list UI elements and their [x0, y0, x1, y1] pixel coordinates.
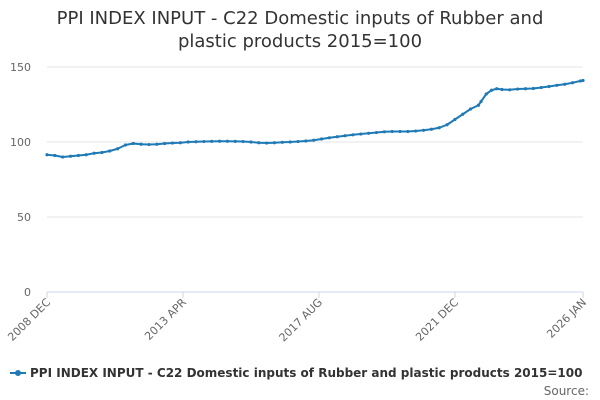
data-point[interactable] — [280, 140, 284, 144]
data-point[interactable] — [508, 88, 512, 92]
x-tick-label: 2021 DEC — [413, 296, 461, 344]
data-point[interactable] — [186, 140, 190, 144]
data-point[interactable] — [500, 87, 504, 92]
data-point[interactable] — [68, 154, 73, 158]
legend-dot-marker — [15, 370, 21, 376]
plot-area — [45, 78, 585, 159]
data-point[interactable] — [312, 138, 316, 142]
data-point[interactable] — [76, 153, 80, 158]
data-point[interactable] — [170, 141, 175, 145]
data-point[interactable] — [265, 141, 269, 145]
data-point[interactable] — [343, 134, 347, 138]
data-point[interactable] — [319, 137, 324, 141]
data-point[interactable] — [108, 149, 112, 153]
data-point[interactable] — [495, 87, 499, 91]
data-point[interactable] — [272, 141, 277, 145]
data-point[interactable] — [123, 143, 128, 147]
data-point[interactable] — [468, 107, 473, 111]
x-tick-label: 2008 DEC — [5, 296, 53, 344]
data-point[interactable] — [367, 131, 371, 135]
y-tick-label: 150 — [10, 61, 31, 74]
source-label: Source: — [544, 384, 589, 398]
data-point[interactable] — [374, 130, 379, 135]
data-point[interactable] — [147, 142, 151, 147]
x-tick-label: 2026 JAN — [544, 296, 589, 341]
data-point[interactable] — [225, 139, 230, 143]
y-tick-label: 100 — [10, 136, 31, 149]
data-point[interactable] — [92, 151, 96, 155]
data-point[interactable] — [539, 85, 543, 90]
data-point[interactable] — [398, 129, 402, 134]
data-point[interactable] — [335, 135, 339, 139]
data-point[interactable] — [61, 155, 65, 159]
data-point[interactable] — [84, 153, 88, 157]
data-point[interactable] — [116, 147, 120, 151]
data-point[interactable] — [351, 133, 355, 137]
data-point[interactable] — [241, 139, 245, 144]
legend-item-label: PPI INDEX INPUT - C22 Domestic inputs of… — [30, 366, 582, 380]
data-point[interactable] — [249, 140, 253, 144]
data-point[interactable] — [304, 139, 308, 143]
data-point[interactable] — [178, 141, 182, 145]
data-point[interactable] — [327, 136, 331, 140]
data-point[interactable] — [382, 130, 386, 134]
data-point[interactable] — [210, 139, 214, 143]
data-point[interactable] — [194, 140, 198, 144]
data-point[interactable] — [523, 87, 528, 91]
x-axis: 2008 DEC 2013 APR 2017 AUG 2021 DEC 2026 JAN — [5, 291, 589, 345]
data-point[interactable] — [163, 141, 167, 146]
data-point[interactable] — [131, 141, 135, 146]
y-axis: 0 50 100 150 — [10, 61, 31, 299]
data-point[interactable] — [484, 92, 488, 96]
grid-lines — [47, 66, 583, 218]
data-point[interactable] — [461, 112, 465, 116]
data-point[interactable] — [414, 129, 418, 133]
data-point[interactable] — [476, 103, 481, 107]
data-point[interactable] — [288, 140, 292, 144]
x-tick-label: 2017 AUG — [277, 296, 326, 345]
data-point[interactable] — [53, 153, 57, 158]
data-point[interactable] — [429, 127, 433, 131]
data-point[interactable] — [489, 88, 494, 92]
data-point[interactable] — [202, 139, 206, 144]
data-point[interactable] — [437, 126, 441, 130]
data-point[interactable] — [406, 129, 410, 134]
data-point[interactable] — [45, 153, 49, 157]
data-point[interactable] — [445, 123, 449, 127]
data-point[interactable] — [359, 132, 363, 136]
x-tick-label: 2013 APR — [142, 296, 189, 343]
data-point[interactable] — [155, 142, 159, 146]
data-point[interactable] — [139, 142, 143, 146]
data-point[interactable] — [516, 87, 520, 91]
data-point[interactable] — [581, 78, 585, 83]
data-point[interactable] — [217, 139, 222, 143]
y-tick-label: 50 — [17, 211, 31, 224]
data-point[interactable] — [100, 150, 104, 155]
data-point[interactable] — [547, 84, 551, 89]
data-point[interactable] — [296, 139, 300, 144]
data-point[interactable] — [531, 86, 535, 91]
data-point[interactable] — [578, 79, 582, 83]
data-point[interactable] — [421, 128, 426, 132]
data-point[interactable] — [555, 83, 559, 87]
data-point[interactable] — [563, 82, 567, 86]
data-point[interactable] — [453, 117, 457, 122]
series-line — [46, 79, 584, 158]
chart-title-line-2: plastic products 2015=100 — [178, 31, 422, 52]
data-point[interactable] — [257, 141, 261, 145]
data-point[interactable] — [390, 129, 394, 134]
data-point[interactable] — [479, 99, 483, 104]
y-tick-label: 0 — [24, 286, 31, 299]
data-point[interactable] — [570, 81, 575, 85]
legend[interactable]: PPI INDEX INPUT - C22 Domestic inputs of… — [10, 366, 582, 380]
data-point[interactable] — [233, 139, 237, 143]
chart-title-line-1: PPI INDEX INPUT - C22 Domestic inputs of… — [57, 8, 544, 29]
